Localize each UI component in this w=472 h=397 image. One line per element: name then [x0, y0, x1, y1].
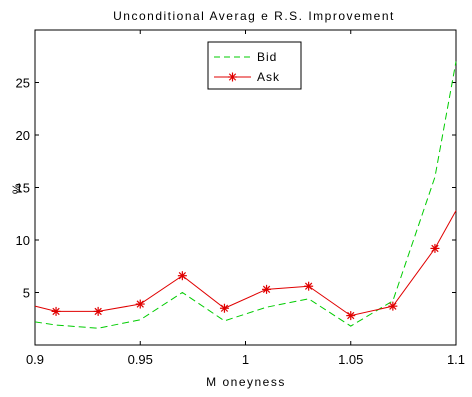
legend-asterisk-icon — [228, 72, 237, 82]
y-tick-label: 20 — [16, 128, 30, 143]
y-axis-ticks: 5 10 15 20 25 — [16, 76, 456, 301]
chart-title: Unconditional Averag e R.S. Improvement — [113, 9, 395, 23]
series-point-ask — [430, 243, 440, 253]
x-axis-label: M oneyness — [206, 375, 286, 389]
series-point-ask — [304, 281, 314, 291]
legend: Bid Ask — [207, 41, 302, 90]
series-line-bid — [34, 61, 457, 329]
legend-ask-label: Ask — [257, 70, 280, 84]
x-axis-ticks: 0.9 0.95 1 1.05 1.1 — [26, 30, 465, 367]
series-point-ask — [388, 301, 398, 311]
series-point-ask — [346, 311, 356, 321]
legend-bid-label: Bid — [257, 50, 277, 64]
series-line-ask — [34, 210, 457, 317]
x-tick-label: 0.95 — [128, 352, 153, 367]
x-tick-label: 1.1 — [447, 352, 465, 367]
series-layer — [34, 61, 457, 329]
x-tick-label: 0.9 — [26, 352, 44, 367]
y-axis-label: % — [10, 182, 24, 194]
legend-ask-marker — [228, 72, 237, 82]
series-point-ask — [177, 271, 187, 281]
y-tick-label: 5 — [23, 286, 30, 301]
y-tick-label: 15 — [16, 181, 30, 196]
y-tick-label: 10 — [16, 233, 30, 248]
y-tick-label: 25 — [16, 76, 30, 91]
series-point-ask — [51, 306, 61, 316]
x-tick-label: 1.05 — [338, 352, 363, 367]
legend-box — [207, 41, 302, 90]
series-point-ask — [93, 306, 103, 316]
series-point-ask — [219, 303, 229, 313]
series-point-ask — [262, 284, 272, 294]
series-point-ask — [135, 299, 145, 309]
x-tick-label: 1 — [242, 352, 249, 367]
